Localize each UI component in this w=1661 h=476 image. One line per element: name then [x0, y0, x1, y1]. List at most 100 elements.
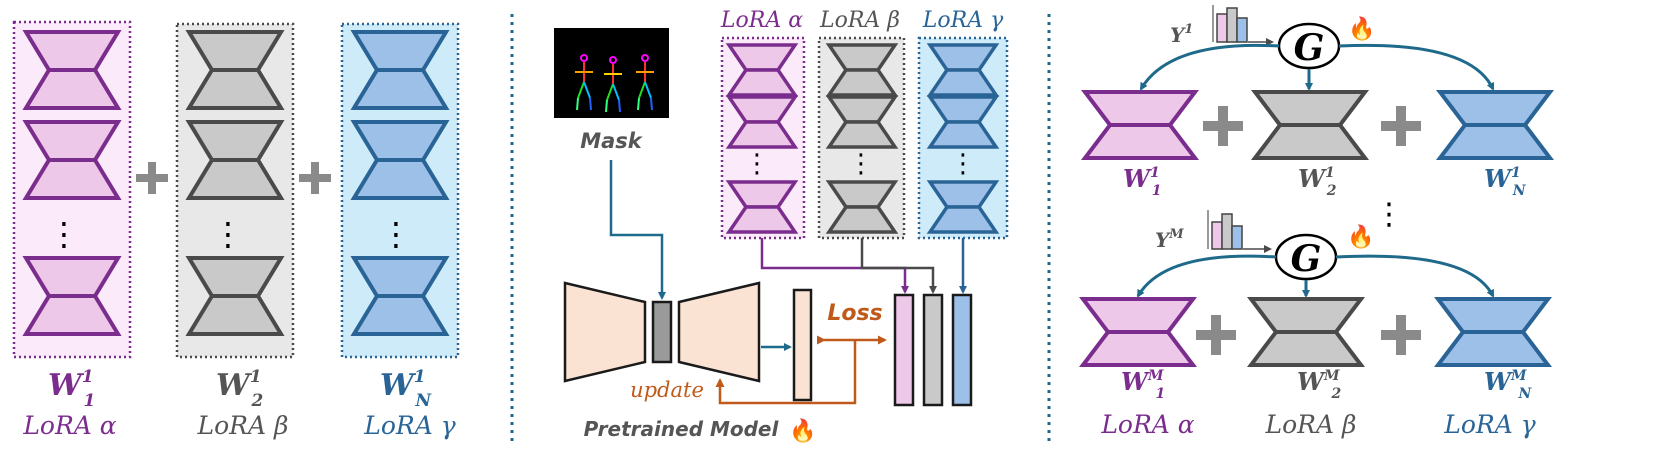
- pose-skeletons: [575, 54, 654, 113]
- lora-down-layer: [1435, 90, 1555, 127]
- lora-gamma-label: LoRA γ: [363, 411, 455, 440]
- plus-icon: [299, 162, 331, 194]
- lora-gamma-header: LoRA γ: [922, 8, 1004, 33]
- right-ellipsis: ⋮: [1374, 197, 1404, 232]
- gamma-label-top: Υ1: [1170, 22, 1193, 47]
- bottleneck-block: [651, 300, 673, 364]
- gate-arrow-right-bottom: [1335, 254, 1495, 298]
- lora-gamma-module: [1433, 297, 1553, 367]
- lora-gamma-module: [1435, 90, 1555, 160]
- plus-icon: [1196, 315, 1236, 355]
- bar-chart-icon: [1207, 210, 1272, 253]
- lora-alpha-module: [1080, 90, 1200, 160]
- lora-up-layer: [350, 294, 450, 336]
- lora-up-layer: [185, 294, 285, 336]
- fire-icon: 🔥: [1348, 16, 1375, 42]
- mid-ellipsis-beta: ⋮: [848, 149, 874, 179]
- ellipsis-alpha: ⋮: [48, 215, 80, 253]
- mid-lora-gamma-stack: [926, 43, 1000, 234]
- gate-label-top: G: [1294, 27, 1325, 69]
- lora-up-layer: [725, 120, 799, 149]
- left-panel: ⋮ ⋮ ⋮ W1 1 W1 2 W1 N LoRA α LoRA β LoRA γ: [12, 20, 460, 440]
- plus-icon: [1203, 106, 1243, 146]
- weight-label-top-gamma: W1 N: [1484, 164, 1527, 199]
- lora-beta-stack: [185, 30, 285, 336]
- lora-alpha-label-right: LoRA α: [1100, 410, 1194, 439]
- lora-alpha-header: LoRA α: [720, 8, 803, 33]
- plus-icon: [1381, 106, 1421, 146]
- mid-ellipsis-gamma: ⋮: [950, 149, 976, 179]
- gamma-label-bottom: ΥM: [1155, 227, 1184, 252]
- weight-label-gamma: W1 N: [380, 367, 433, 411]
- lora-up-layer: [350, 158, 450, 200]
- lora-up-layer: [825, 120, 899, 149]
- lora-up-layer: [825, 205, 899, 234]
- lora-up-layer: [1080, 123, 1200, 160]
- plus-icon: [136, 162, 168, 194]
- lora-up-layer: [1433, 330, 1553, 367]
- lora-beta-module: [1246, 297, 1366, 367]
- mid-lora-alpha-stack: [725, 43, 799, 234]
- lora-up-layer: [926, 120, 1000, 149]
- weight-label-bottom-gamma: WM N: [1484, 367, 1532, 402]
- lora-beta-module: [1250, 90, 1370, 160]
- lora-up-layer: [185, 68, 285, 110]
- lora-up-layer: [22, 158, 122, 200]
- gating-row-top: Υ1 G 🔥: [1080, 5, 1555, 199]
- gate-arrow-right-top: [1338, 43, 1495, 91]
- mask-arrow: [609, 160, 666, 300]
- loss-label: Loss: [827, 301, 882, 326]
- lora-alpha-label: LoRA α: [22, 411, 116, 440]
- lora-up-layer: [1078, 330, 1198, 367]
- plus-icon: [1381, 315, 1421, 355]
- weight-label-beta: W1 2: [216, 367, 264, 411]
- weight-label-top-alpha: W1 1: [1123, 164, 1161, 199]
- lora-down-layer: [1246, 297, 1366, 334]
- fire-icon: 🔥: [1347, 224, 1374, 250]
- weight-label-alpha: W1 1: [48, 367, 95, 411]
- update-arrow: [715, 340, 857, 405]
- lora-up-layer: [926, 205, 1000, 234]
- lora-alpha-module: [1078, 297, 1198, 367]
- lora-down-layer: [1250, 90, 1370, 127]
- lora-up-layer: [725, 68, 799, 97]
- gate-arrow-left-top: [1139, 43, 1280, 91]
- lora-up-layer: [825, 68, 899, 97]
- lora-gamma-stack: [350, 30, 450, 336]
- lora-up-layer: [1246, 330, 1366, 367]
- lora-beta-label-right: LoRA β: [1265, 410, 1357, 439]
- model-output-bar: [792, 288, 813, 402]
- lora-beta-header: LoRA β: [819, 8, 900, 33]
- weight-label-bottom-alpha: WM 1: [1121, 367, 1165, 402]
- output-bar-gamma: [951, 293, 973, 407]
- lora-up-layer: [725, 205, 799, 234]
- ellipsis-gamma: ⋮: [380, 215, 412, 253]
- gate-label-bottom: G: [1291, 238, 1322, 280]
- lora-up-layer: [185, 158, 285, 200]
- mid-ellipsis-alpha: ⋮: [744, 149, 770, 179]
- ellipsis-beta: ⋮: [212, 215, 244, 253]
- mask-label: Mask: [580, 129, 644, 153]
- bar-chart-icon: [1212, 5, 1274, 46]
- output-bar-beta: [922, 293, 944, 407]
- right-panel: Υ1 G 🔥: [1078, 5, 1555, 439]
- lora-down-layer: [1078, 297, 1198, 334]
- alpha-connector: [760, 238, 909, 294]
- lora-gamma-label-right: LoRA γ: [1443, 410, 1535, 439]
- lora-up-layer: [1250, 123, 1370, 160]
- weight-label-top-beta: W1 2: [1298, 164, 1337, 199]
- output-bar-alpha: [893, 293, 915, 407]
- lora-up-layer: [350, 68, 450, 110]
- lora-down-layer: [1080, 90, 1200, 127]
- lora-up-layer: [22, 294, 122, 336]
- gating-row-bottom: ΥM G 🔥: [1078, 210, 1553, 439]
- fire-icon: 🔥: [789, 418, 816, 444]
- lora-up-layer: [1435, 123, 1555, 160]
- decoder-trapezoid: [677, 281, 761, 383]
- gate-arrow-left-bottom: [1136, 254, 1277, 298]
- lora-down-layer: [1433, 297, 1553, 334]
- lora-up-layer: [926, 68, 1000, 97]
- lora-up-layer: [22, 68, 122, 110]
- lora-alpha-stack: [22, 30, 122, 336]
